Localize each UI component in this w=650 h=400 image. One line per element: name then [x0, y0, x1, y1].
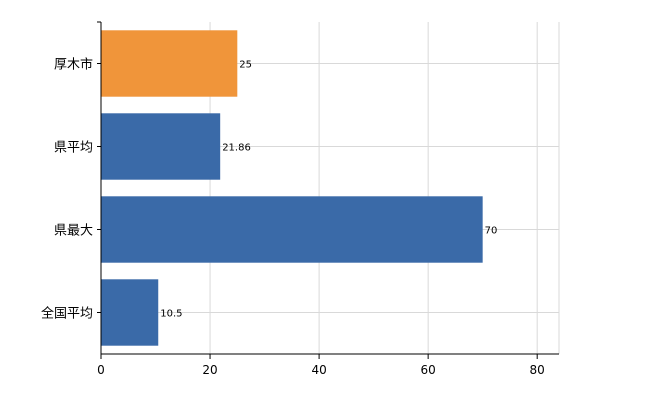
x-tick-label-2: 20 [202, 363, 217, 377]
bar-1[interactable] [101, 30, 238, 97]
category-label-1: 厚木市 [54, 57, 93, 73]
bar-4[interactable] [101, 279, 159, 346]
x-tick-label-1: 0 [97, 363, 105, 377]
x-tick-label-3: 40 [311, 363, 326, 377]
bar-3[interactable] [101, 196, 483, 263]
x-tick-label-5: 80 [530, 363, 545, 377]
x-tick-label-4: 60 [421, 363, 436, 377]
category-label-3: 県最大 [54, 224, 93, 239]
data-label-1: 25 [239, 60, 252, 71]
category-label-2: 県平均 [54, 141, 93, 156]
data-label-4: 10.5 [160, 309, 182, 320]
category-label-4: 全国平均 [41, 306, 93, 322]
data-label-3: 70 [485, 226, 498, 237]
data-label-2: 21.86 [222, 143, 251, 154]
bar-2[interactable] [101, 113, 221, 180]
